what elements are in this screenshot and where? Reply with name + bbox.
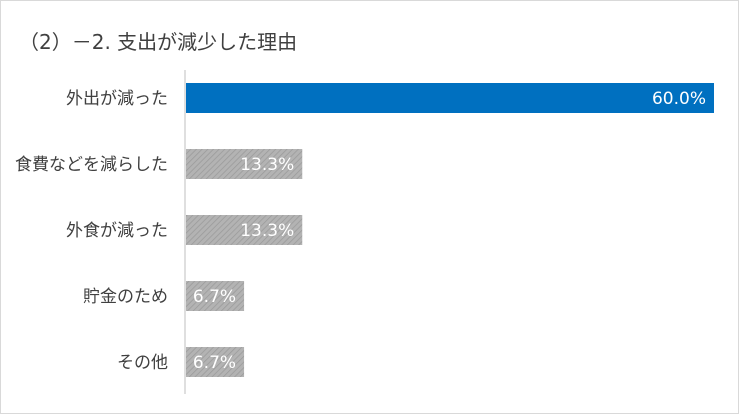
data-label: 6.7% [193, 353, 236, 373]
data-label: 6.7% [193, 287, 236, 307]
chart-title: （2）－2. 支出が減少した理由 [19, 30, 298, 54]
bar [186, 347, 245, 377]
category-label: 外出が減った [66, 89, 168, 109]
category-label: 外食が減った [66, 221, 168, 241]
data-label: 13.3% [240, 221, 294, 241]
data-label: 60.0% [652, 89, 706, 109]
category-label: 食費などを減らした [15, 155, 168, 175]
data-label: 13.3% [240, 155, 294, 175]
bar [186, 215, 303, 245]
bar [186, 83, 714, 113]
bar [186, 149, 303, 179]
category-label: 貯金のため [83, 287, 168, 307]
category-label: その他 [117, 353, 168, 373]
bar [186, 281, 245, 311]
